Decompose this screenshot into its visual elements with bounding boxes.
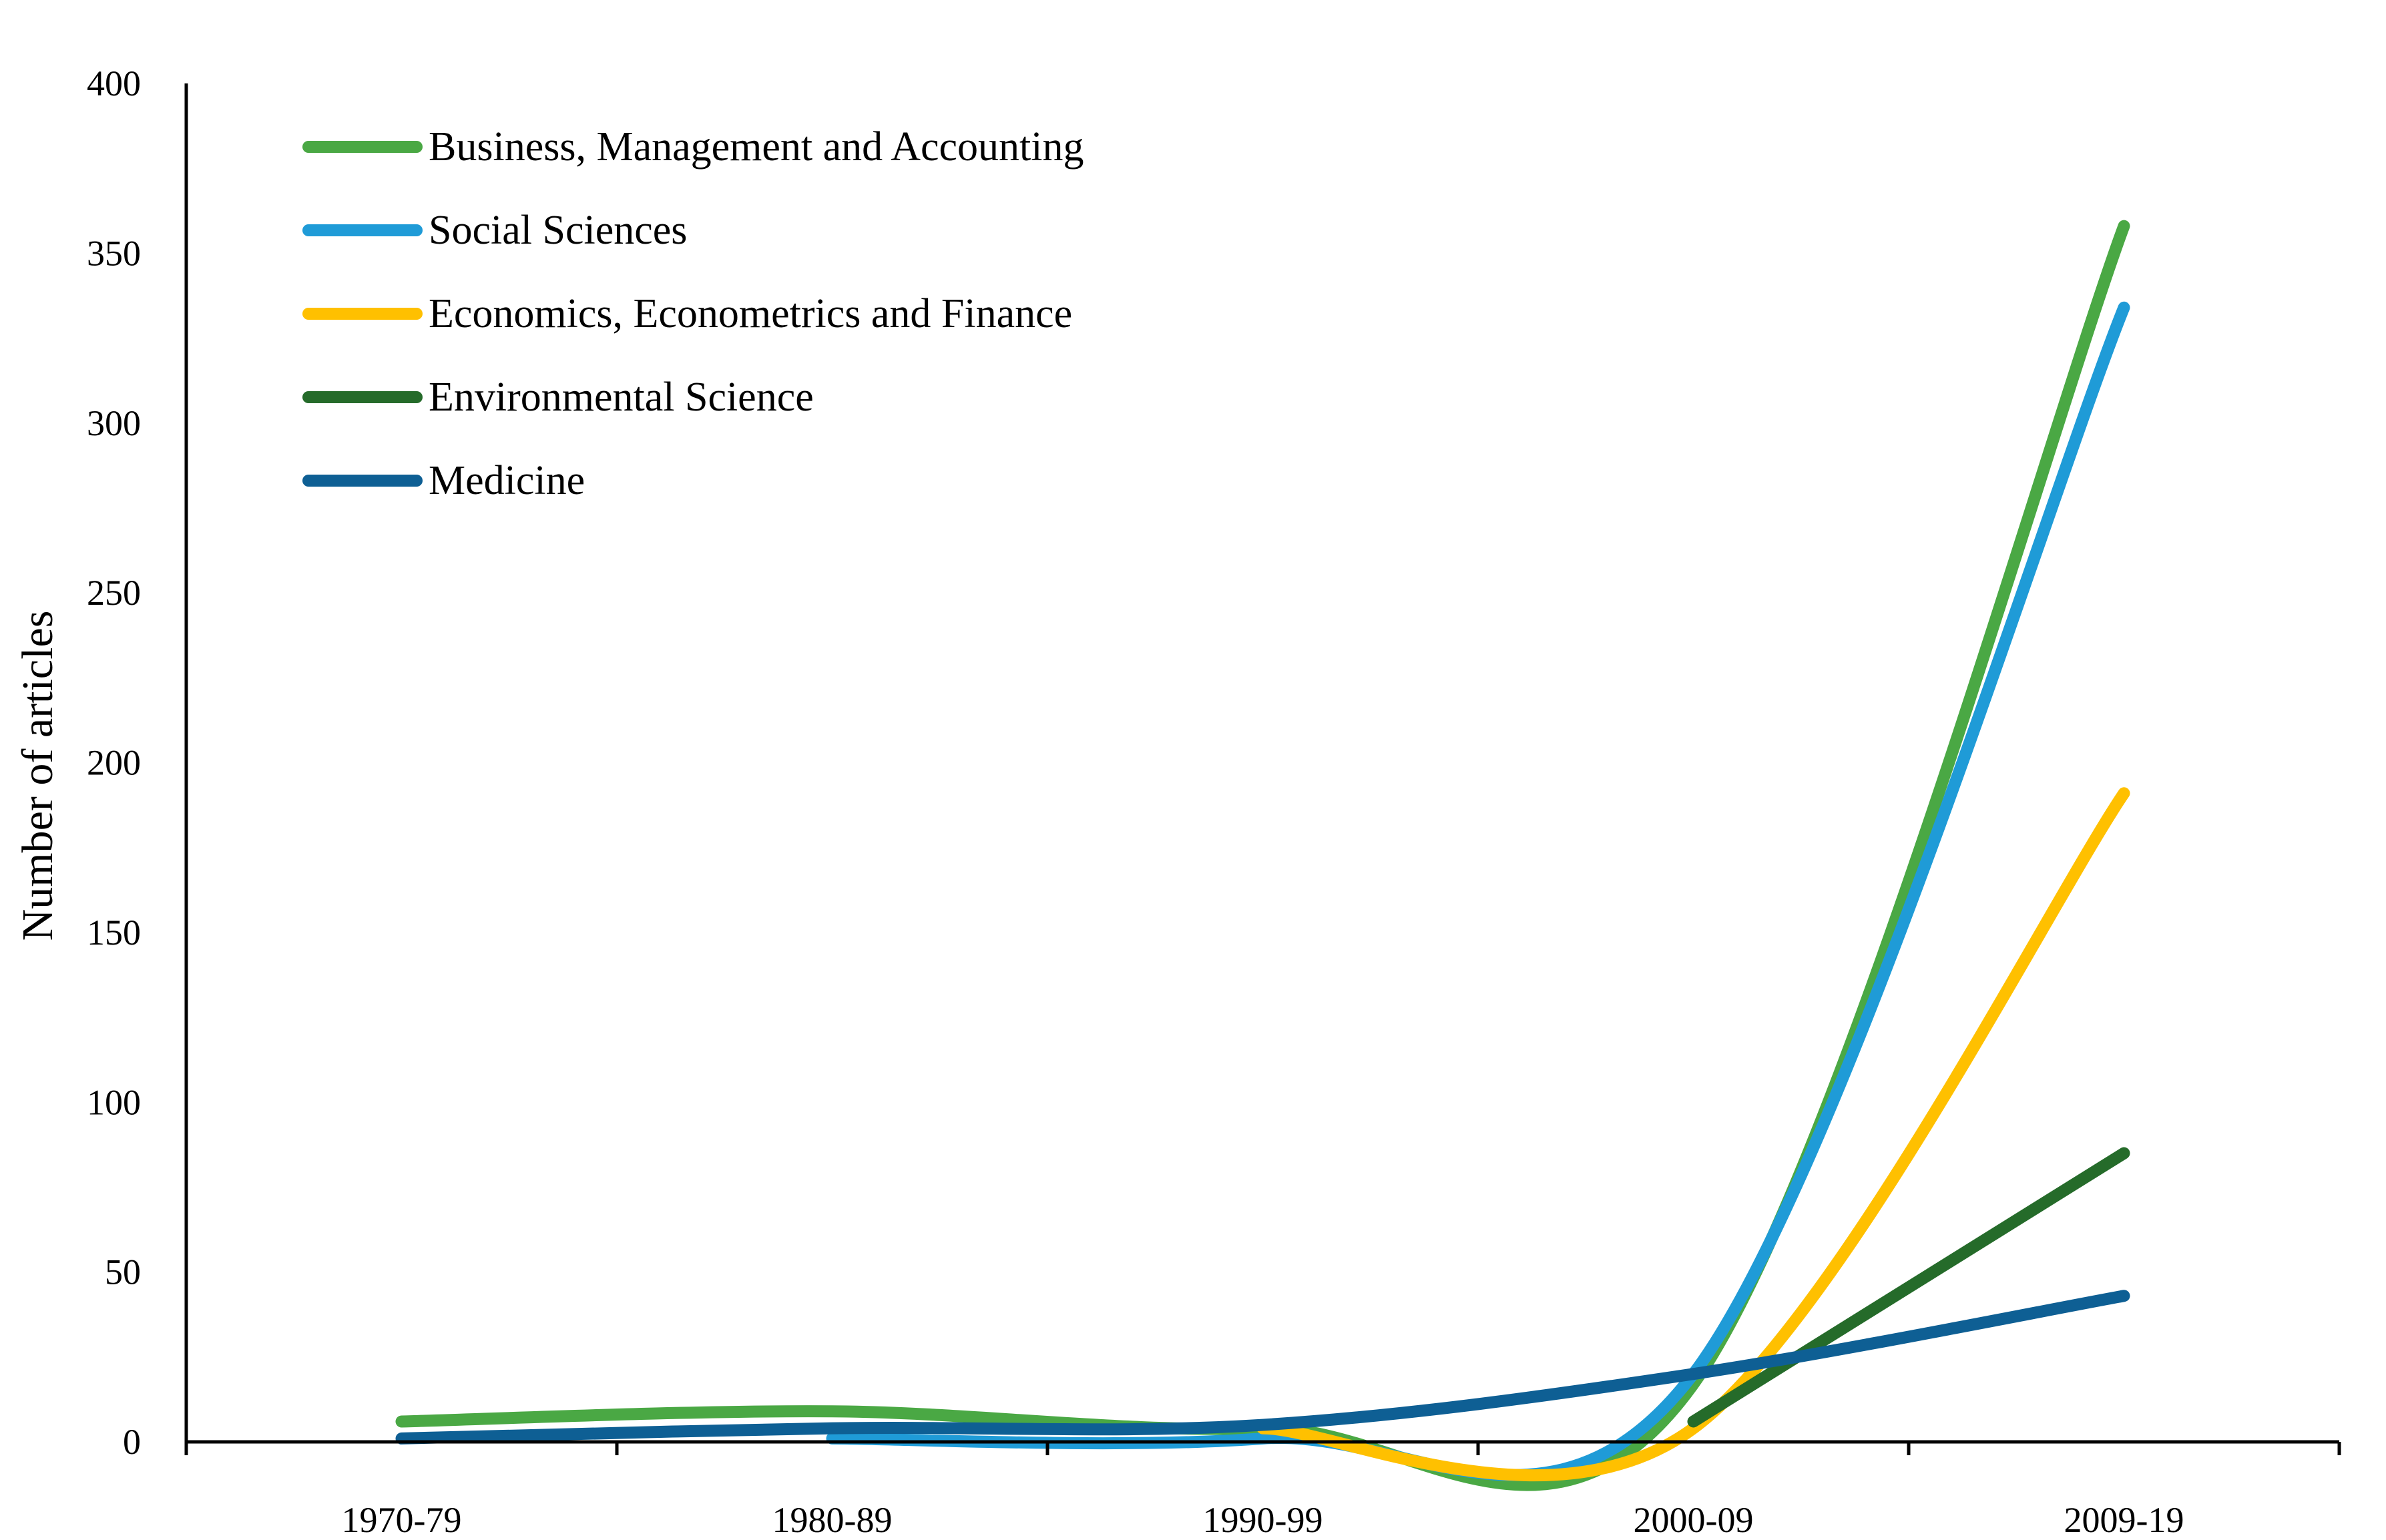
- x-tick-label: 1970-79: [342, 1500, 462, 1540]
- legend-label-3: Environmental Science: [429, 374, 814, 420]
- series-line-1: [826, 301, 2130, 1481]
- y-tick-label: 50: [105, 1252, 141, 1292]
- series-line-3: [1687, 1147, 2130, 1428]
- y-tick-label: 150: [87, 913, 141, 953]
- y-tick-label: 250: [87, 573, 141, 613]
- legend-label-1: Social Sciences: [429, 208, 687, 253]
- legend-layer: Business, Management and Accounting Socia…: [302, 124, 1084, 503]
- y-tick-label: 200: [87, 743, 141, 783]
- y-tick-label: 0: [123, 1422, 141, 1462]
- x-tick-label: 1980-89: [772, 1500, 893, 1540]
- legend-label-0: Business, Management and Accounting: [429, 124, 1084, 170]
- legend-label-4: Medicine: [429, 458, 585, 503]
- x-tick-label: 2009-19: [2064, 1500, 2184, 1540]
- legend-label-2: Economics, Econometrics and Finance: [429, 291, 1072, 336]
- y-axis-title: Number of articles: [13, 611, 62, 941]
- axes-layer: 0 50 100 150 200 250 300 350 400 1970-79 1980-89 19…: [87, 63, 2341, 1540]
- y-tick-label: 300: [87, 403, 141, 443]
- y-tick-label: 400: [87, 63, 141, 103]
- x-tick-label: 2000-09: [1634, 1500, 1754, 1540]
- y-tick-label: 350: [87, 233, 141, 273]
- series-line-4: [395, 1290, 2130, 1445]
- y-tick-label: 100: [87, 1082, 141, 1122]
- x-tick-label: 1990-99: [1203, 1500, 1323, 1540]
